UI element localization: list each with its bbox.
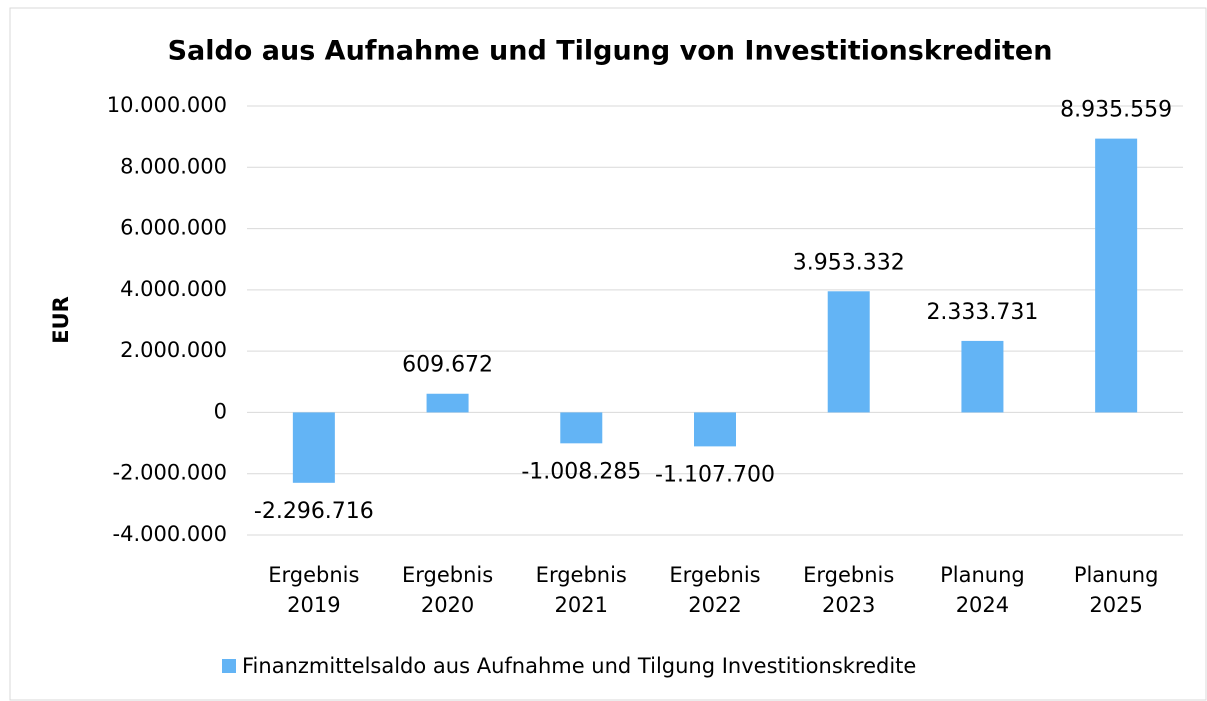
chart-title: Saldo aus Aufnahme und Tilgung von Inves… [168, 36, 1053, 67]
bar [1095, 138, 1138, 413]
x-tick-label: Ergebnis 2020 [401, 563, 494, 617]
data-label: 3.953.332 [793, 250, 905, 275]
x-tick-label: Ergebnis 2019 [268, 563, 360, 617]
legend-swatch [222, 659, 236, 673]
y-tick-label: -2.000.000 [113, 461, 227, 485]
data-label: 8.935.559 [1060, 98, 1172, 123]
data-label: -1.008.285 [521, 459, 641, 484]
bar [426, 393, 469, 413]
data-label: 2.333.731 [926, 300, 1038, 325]
y-tick-label: -4.000.000 [113, 522, 227, 546]
x-tick-label: Planung 2024 [940, 563, 1025, 617]
bar [694, 412, 736, 447]
y-tick-label: 8.000.000 [120, 154, 227, 178]
bar [560, 412, 603, 444]
y-tick-label: 6.000.000 [120, 216, 227, 240]
data-label: -2.296.716 [254, 499, 374, 524]
x-tick-label: Ergebnis 2023 [803, 563, 895, 617]
x-tick-label: Planung 2025 [1073, 563, 1159, 617]
bar [827, 291, 870, 413]
legend-label: Finanzmittelsaldo aus Aufnahme und Tilgu… [242, 654, 916, 678]
x-tick-label: Ergebnis 2022 [669, 563, 761, 617]
y-tick-label: 4.000.000 [120, 277, 227, 301]
data-label: 609.672 [402, 353, 493, 378]
bar [961, 340, 1004, 413]
data-label: -1.107.700 [655, 462, 775, 487]
y-axis-label: EUR [49, 296, 73, 344]
y-tick-label: 10.000.000 [107, 93, 227, 117]
chart-border [9, 7, 1207, 701]
bar [292, 412, 335, 483]
y-tick-label: 0 [214, 399, 227, 423]
x-tick-label: Ergebnis 2021 [535, 563, 627, 617]
y-tick-label: 2.000.000 [120, 338, 227, 362]
